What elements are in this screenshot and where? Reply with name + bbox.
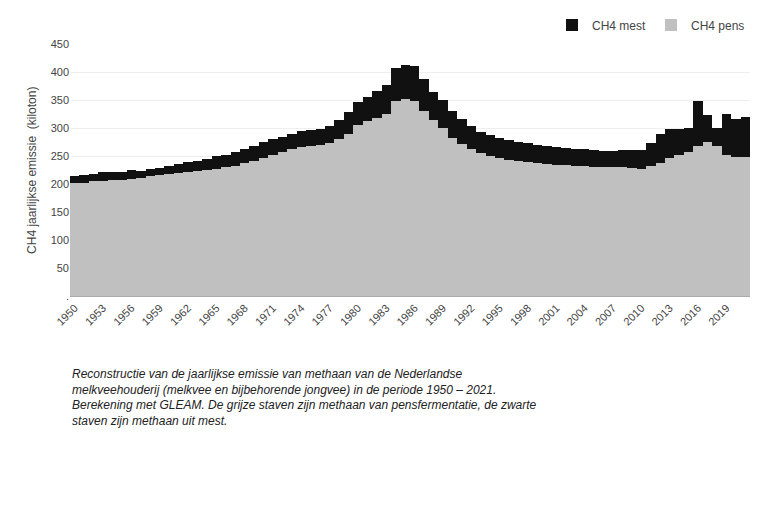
svg-text:1953: 1953 (83, 302, 109, 328)
svg-text:1971: 1971 (253, 302, 279, 328)
svg-text:.: . (66, 290, 69, 302)
svg-text:1986: 1986 (394, 302, 420, 328)
svg-text:2007: 2007 (593, 302, 619, 328)
svg-text:2013: 2013 (649, 302, 675, 328)
svg-text:Reconstructie van de jaarlijks: Reconstructie van de jaarlijkse emissie … (72, 367, 537, 428)
svg-text:1980: 1980 (338, 302, 364, 328)
svg-text:2010: 2010 (621, 302, 647, 328)
svg-text:150: 150 (51, 206, 69, 218)
svg-text:1983: 1983 (366, 302, 392, 328)
svg-text:2016: 2016 (678, 302, 704, 328)
svg-text:1989: 1989 (423, 302, 449, 328)
svg-text:1992: 1992 (451, 302, 477, 328)
svg-text:1956: 1956 (111, 302, 137, 328)
svg-text:1995: 1995 (479, 302, 505, 328)
svg-text:1998: 1998 (508, 302, 534, 328)
svg-text:300: 300 (51, 122, 69, 134)
svg-text:2019: 2019 (706, 302, 732, 328)
svg-text:1962: 1962 (168, 302, 194, 328)
svg-text:1959: 1959 (139, 302, 165, 328)
svg-text:CH4 mest: CH4 mest (592, 19, 646, 33)
svg-text:2004: 2004 (564, 302, 590, 328)
svg-text:450: 450 (51, 38, 69, 50)
svg-text:200: 200 (51, 178, 69, 190)
svg-text:2001: 2001 (536, 302, 562, 328)
svg-text:1977: 1977 (309, 302, 335, 328)
svg-text:1968: 1968 (224, 302, 250, 328)
svg-text:250: 250 (51, 150, 69, 162)
svg-text:CH4 jaarlijkse emissie (kilot: CH4 jaarlijkse emissie (kiloton) (25, 87, 39, 254)
svg-text:1974: 1974 (281, 302, 307, 328)
svg-text:400: 400 (51, 66, 69, 78)
svg-text:350: 350 (51, 94, 69, 106)
svg-text:1965: 1965 (196, 302, 222, 328)
svg-text:1950: 1950 (54, 302, 80, 328)
svg-text:50: 50 (57, 262, 69, 274)
svg-text:CH4 pens: CH4 pens (691, 19, 744, 33)
svg-text:100: 100 (51, 234, 69, 246)
